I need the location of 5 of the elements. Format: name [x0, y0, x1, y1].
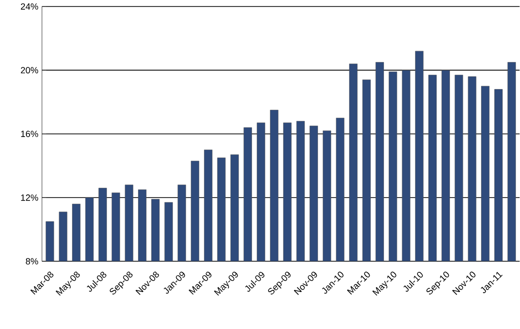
y-tick-label: 12%	[21, 194, 38, 201]
y-tick-label: 8%	[26, 258, 38, 264]
y-tick-label: 24%	[20, 3, 38, 10]
y-tick-label: 16%	[21, 130, 38, 137]
y-tick-label: 20%	[20, 66, 38, 74]
